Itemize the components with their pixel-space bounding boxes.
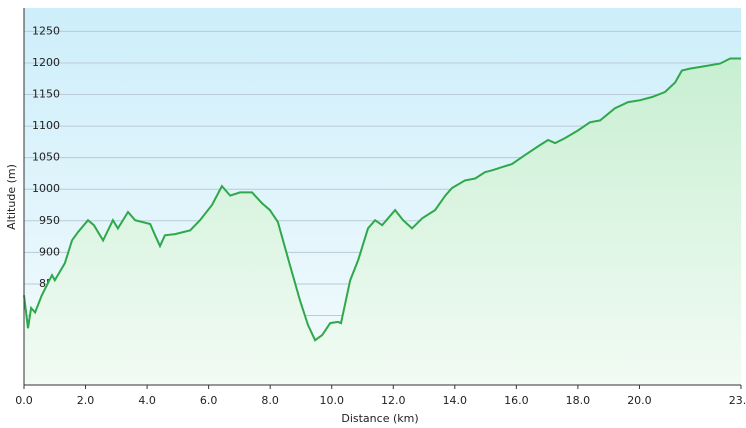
y-tick-label: 1150: [32, 88, 60, 101]
x-tick-label: 8.0: [261, 394, 279, 407]
x-tick-label: 12.0: [381, 394, 406, 407]
y-tick-label: 1200: [32, 56, 60, 69]
elevation-line: [23, 57, 741, 342]
x-axis-title: Distance (km): [341, 412, 418, 425]
x-tick-label: 4.0: [138, 394, 156, 407]
x-tick-label: 6.0: [200, 394, 218, 407]
y-tick-label: 1100: [32, 119, 60, 132]
y-tick-label: 950: [39, 214, 60, 227]
y-axis-title: Altitude (m): [5, 164, 18, 230]
x-tick-label: 16.0: [504, 394, 529, 407]
x-tick-label: 10.0: [319, 394, 344, 407]
x-tick-label: 18.0: [566, 394, 591, 407]
x-tick-label: 0.0: [15, 394, 33, 407]
y-tick-label: 900: [39, 245, 60, 258]
x-tick-label: 2.0: [77, 394, 95, 407]
x-tick-label: 20.0: [627, 394, 652, 407]
x-tick-label: 14.0: [443, 394, 468, 407]
y-tick-label: 1050: [32, 151, 60, 164]
y-tick-label: 1250: [32, 24, 60, 37]
y-tick-label: 1000: [32, 182, 60, 195]
x-tick-label: 23.3: [729, 394, 746, 407]
